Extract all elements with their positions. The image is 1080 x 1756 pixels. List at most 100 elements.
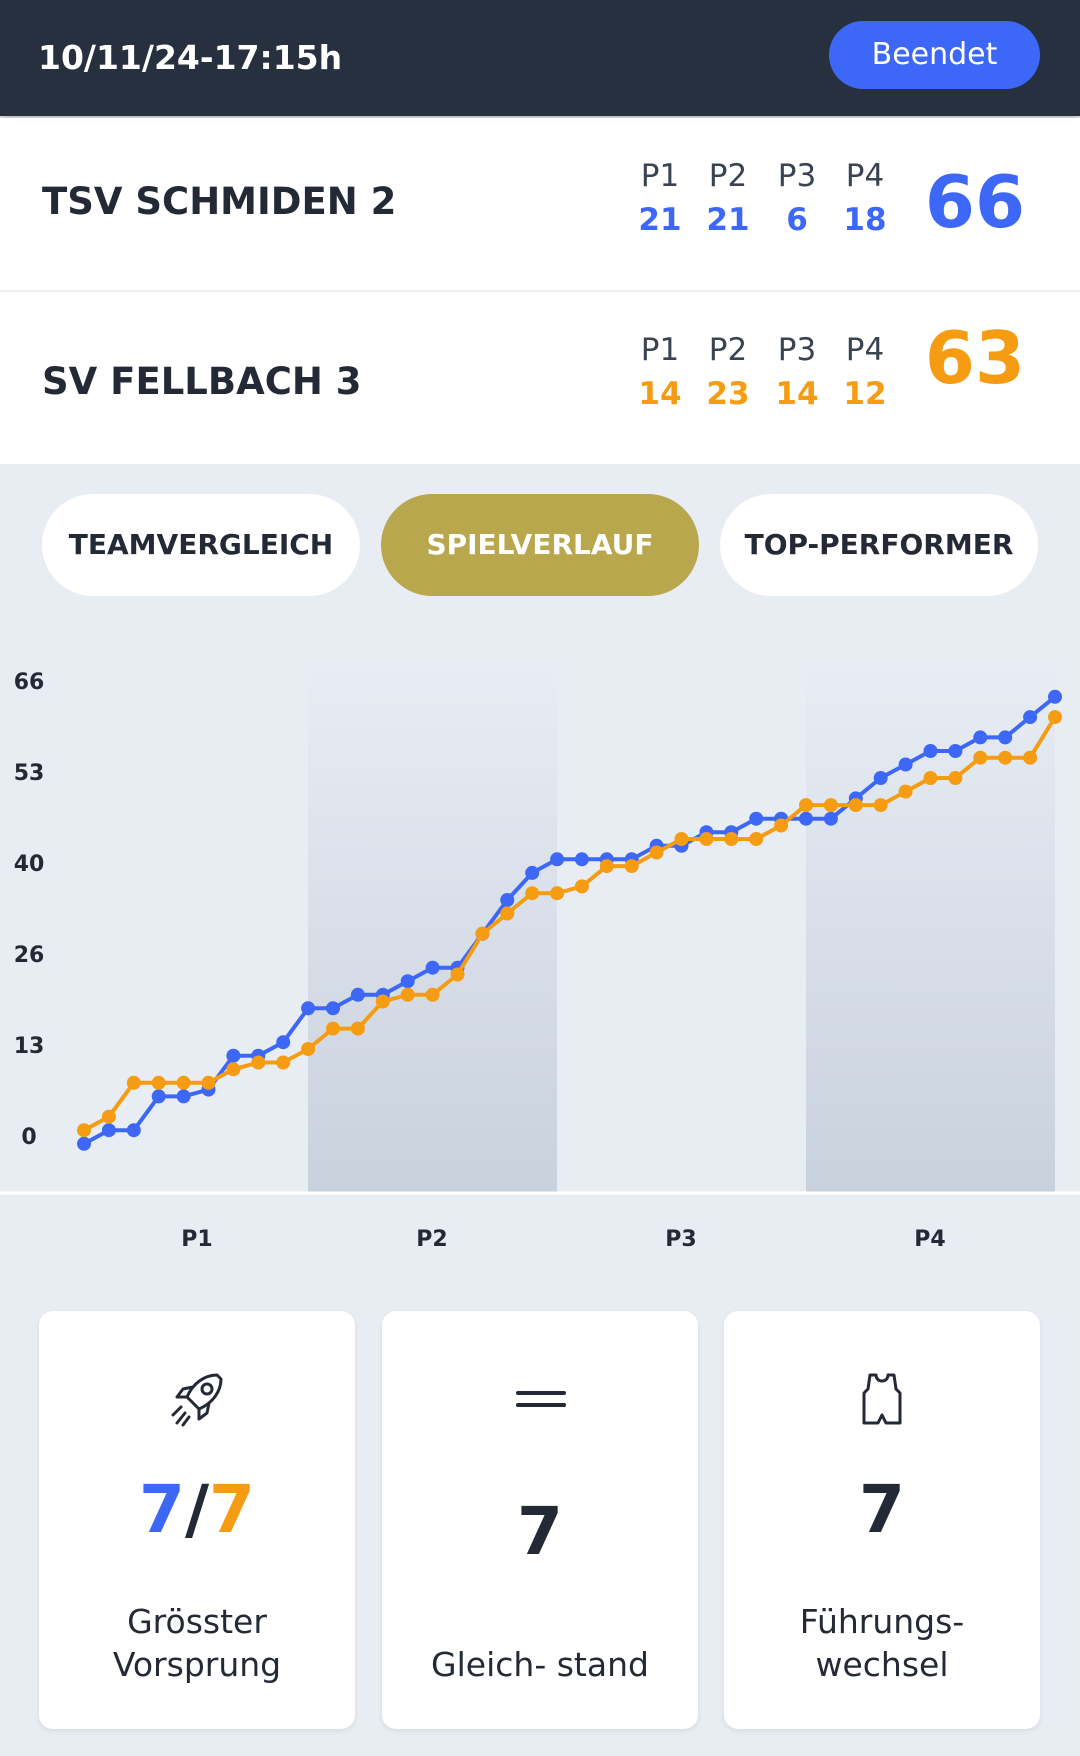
away-data-point	[998, 750, 1013, 765]
jersey-icon	[724, 1367, 1040, 1431]
away-data-point	[774, 818, 789, 833]
away-data-point	[400, 987, 415, 1002]
home-data-point	[799, 811, 813, 826]
home-data-point	[1023, 710, 1038, 725]
period-band-p4	[806, 660, 1055, 1192]
away-data-point	[749, 832, 764, 846]
away-data-point	[574, 879, 589, 894]
period-score: 6	[786, 202, 808, 238]
period-label: P4	[845, 332, 885, 368]
period-score: 21	[638, 202, 682, 238]
y-tick-label: 66	[13, 670, 45, 695]
away-data-point	[525, 886, 540, 901]
caption-line: Führungs-	[799, 1602, 965, 1641]
away-data-point	[301, 1042, 316, 1056]
biggest-lead-home: 7	[139, 1471, 185, 1548]
stat-card-biggest-lead: 7/7 Grösster Vorsprung	[39, 1311, 355, 1729]
home-data-point	[574, 852, 589, 867]
period-score: 14	[775, 376, 819, 412]
home-data-point	[350, 987, 365, 1002]
home-period-1: P1 21	[630, 158, 690, 238]
home-data-point	[301, 1001, 316, 1016]
away-total-score: 63	[924, 316, 1026, 400]
period-label: P2	[708, 332, 748, 368]
y-tick-label: 0	[21, 1125, 37, 1150]
y-tick-label: 40	[13, 852, 45, 877]
lead-changes-value: 7	[859, 1471, 905, 1548]
away-data-point	[799, 798, 813, 813]
period-label: P3	[777, 332, 817, 368]
biggest-lead-separator: /	[184, 1471, 210, 1548]
away-data-point	[823, 798, 838, 813]
away-series-line	[83, 716, 1057, 1132]
away-data-point	[151, 1075, 166, 1090]
away-data-point	[923, 771, 938, 785]
period-score: 12	[843, 376, 887, 412]
home-data-point	[973, 730, 988, 745]
home-data-point	[151, 1089, 166, 1104]
home-team-row: TSV SCHMIDEN 2 P1 21 P2 21 P3 6 P4 18 66	[0, 118, 1080, 292]
away-data-point	[425, 987, 440, 1002]
away-data-point	[599, 859, 614, 874]
away-data-point	[326, 1021, 340, 1036]
away-data-point	[898, 784, 913, 799]
period-label: P4	[845, 158, 885, 194]
away-data-point	[624, 859, 639, 874]
tab-teamvergleich[interactable]: TEAMVERGLEICH	[42, 494, 360, 596]
game-datetime: 10/11/24-17:15h	[38, 38, 343, 77]
period-score: 18	[843, 202, 887, 238]
away-data-point	[475, 926, 490, 941]
away-data-point	[500, 906, 515, 921]
home-data-point	[998, 730, 1013, 745]
home-data-point	[1048, 689, 1062, 704]
away-data-point	[873, 798, 888, 813]
home-period-2: P2 21	[698, 158, 758, 238]
period-label: P3	[777, 158, 817, 194]
home-data-point	[176, 1089, 191, 1104]
y-tick-label: 53	[13, 761, 45, 786]
away-team-row: SV FELLBACH 3 P1 14 P2 23 P3 14 P4 12 63	[0, 292, 1080, 464]
home-period-4: P4 18	[835, 158, 895, 238]
away-team-name: SV FELLBACH 3	[42, 360, 362, 403]
home-data-point	[276, 1035, 291, 1050]
home-series-line	[83, 695, 1057, 1146]
home-data-point	[226, 1048, 241, 1063]
caption-line: Vorsprung	[112, 1645, 282, 1684]
status-button[interactable]: Beendet	[829, 21, 1040, 89]
y-tick-label: 13	[13, 1034, 45, 1059]
ties-value: 7	[517, 1493, 563, 1570]
home-data-point	[873, 771, 888, 785]
away-data-point	[1023, 750, 1038, 765]
caption-line: wechsel	[815, 1645, 949, 1684]
away-period-3: P3 14	[767, 332, 827, 412]
period-label: P2	[708, 158, 748, 194]
away-period-4: P4 12	[835, 332, 895, 412]
away-data-point	[101, 1109, 116, 1124]
away-data-point	[674, 832, 689, 846]
home-total-score: 66	[924, 160, 1026, 244]
home-data-point	[749, 811, 764, 826]
home-data-point	[823, 811, 838, 826]
period-label: P1	[640, 332, 680, 368]
away-data-point	[126, 1075, 141, 1090]
away-data-point	[77, 1123, 91, 1138]
away-period-2: P2 23	[698, 332, 758, 412]
tab-spielverlauf[interactable]: SPIELVERLAUF	[381, 494, 699, 596]
home-data-point	[923, 744, 938, 758]
home-data-point	[101, 1123, 116, 1138]
tab-top-performer[interactable]: TOP-PERFORMER	[720, 494, 1038, 596]
stat-card-ties: 7 Gleich- stand	[382, 1311, 698, 1729]
biggest-lead-value: 7/7	[39, 1471, 355, 1548]
away-period-1: P1 14	[630, 332, 690, 412]
home-data-point	[898, 757, 913, 772]
away-data-point	[251, 1055, 266, 1070]
period-label: P1	[640, 158, 680, 194]
away-data-point	[699, 832, 714, 846]
away-data-point	[848, 798, 863, 813]
home-data-point	[948, 744, 963, 758]
home-data-point	[550, 852, 565, 867]
period-score: 21	[706, 202, 750, 238]
period-score: 23	[706, 376, 750, 412]
equals-icon	[382, 1367, 698, 1431]
home-period-3: P3 6	[767, 158, 827, 238]
